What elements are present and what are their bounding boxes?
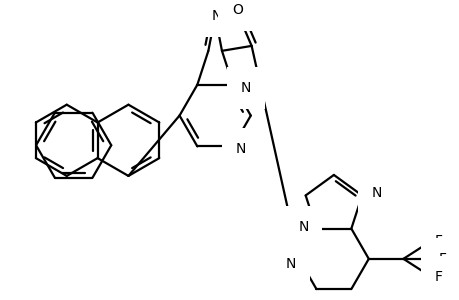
Text: N: N (285, 257, 296, 271)
Text: F: F (438, 252, 446, 266)
Text: N: N (371, 187, 381, 200)
Text: N: N (241, 81, 251, 95)
Text: F: F (434, 234, 442, 248)
Text: O: O (232, 3, 243, 17)
Text: N: N (297, 220, 308, 234)
Text: F: F (434, 270, 442, 284)
Text: N: N (235, 142, 246, 156)
Text: N: N (212, 9, 222, 23)
